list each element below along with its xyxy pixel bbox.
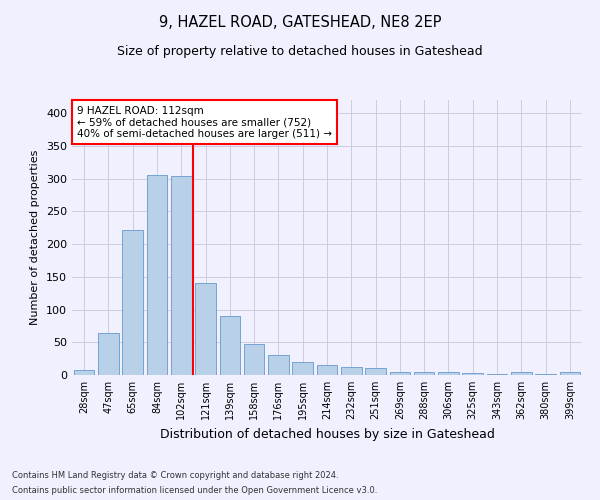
Bar (511, 372, 532, 375)
Text: Contains public sector information licensed under the Open Government Licence v3: Contains public sector information licen… (12, 486, 377, 495)
Bar (292, 362, 313, 375)
Bar (438, 372, 459, 375)
Text: 9, HAZEL ROAD, GATESHEAD, NE8 2EP: 9, HAZEL ROAD, GATESHEAD, NE8 2EP (159, 15, 441, 30)
Bar (365, 368, 386, 375)
Bar (171, 176, 191, 375)
Bar (463, 373, 483, 375)
Bar (74, 370, 94, 375)
Bar (195, 284, 216, 375)
Bar (341, 367, 362, 375)
Bar (122, 230, 143, 375)
Bar (220, 316, 240, 375)
Bar (244, 344, 265, 375)
Bar (414, 372, 434, 375)
Y-axis label: Number of detached properties: Number of detached properties (31, 150, 40, 325)
Bar (268, 356, 289, 375)
Text: Size of property relative to detached houses in Gateshead: Size of property relative to detached ho… (117, 45, 483, 58)
Text: 9 HAZEL ROAD: 112sqm
← 59% of detached houses are smaller (752)
40% of semi-deta: 9 HAZEL ROAD: 112sqm ← 59% of detached h… (77, 106, 332, 138)
Bar (487, 374, 508, 375)
Bar (389, 372, 410, 375)
Bar (98, 333, 119, 375)
Bar (535, 374, 556, 375)
X-axis label: Distribution of detached houses by size in Gateshead: Distribution of detached houses by size … (160, 428, 494, 440)
Bar (317, 365, 337, 375)
Bar (146, 174, 167, 375)
Text: Contains HM Land Registry data © Crown copyright and database right 2024.: Contains HM Land Registry data © Crown c… (12, 471, 338, 480)
Bar (560, 372, 580, 375)
